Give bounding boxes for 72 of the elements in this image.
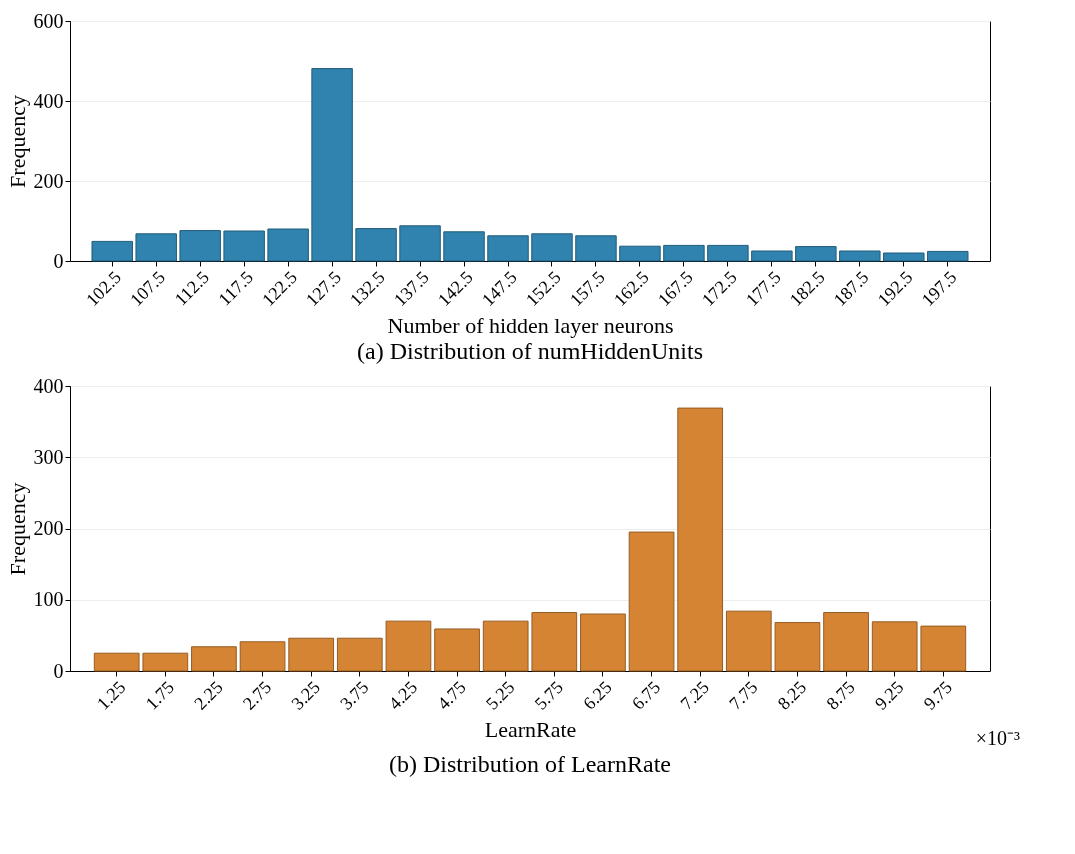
y-tick-label: 400 (33, 374, 64, 397)
bar (93, 652, 140, 672)
bar (288, 637, 335, 672)
bar (871, 621, 918, 672)
x-tick-label: 2.75 (238, 677, 276, 714)
bar (725, 610, 772, 672)
x-tick-label: 8.25 (773, 677, 811, 714)
bar (91, 240, 133, 262)
text: (b) Distribution of LearnRate (389, 751, 671, 777)
bar (883, 252, 925, 262)
bar (677, 407, 724, 672)
y-tick-label: 300 (33, 445, 64, 468)
bar (385, 620, 432, 672)
text: (a) Distribution of numHiddenUnits (357, 338, 703, 365)
bar (774, 622, 821, 672)
y-tick-label: 0 (53, 659, 64, 682)
bar (795, 246, 837, 262)
bar (487, 235, 529, 262)
x-tick-label: 6.75 (627, 677, 665, 714)
y-tick-label: 100 (33, 588, 64, 611)
bar (751, 250, 793, 262)
x-tick-label: 5.75 (530, 677, 568, 714)
x-tick-label: 3.25 (287, 677, 324, 714)
x-tick-label: 1.75 (141, 677, 179, 714)
x-tick-label: 4.25 (384, 677, 422, 714)
bar (920, 625, 967, 672)
x-tick-label: 6.25 (579, 677, 616, 714)
x-tick-label: 5.25 (482, 677, 519, 714)
bar (663, 244, 705, 262)
x-tick-label: 7.75 (725, 677, 762, 714)
bar (482, 620, 529, 672)
bar (531, 612, 578, 672)
text: ×10⁻³ (975, 727, 1020, 749)
x-tick-label: 9.25 (871, 677, 908, 714)
bar (191, 646, 237, 672)
bar (839, 250, 881, 262)
y-tick-label: 0 (53, 249, 64, 272)
bar (267, 228, 309, 262)
bar (179, 230, 221, 262)
bar (580, 613, 626, 672)
y-tick-label: 200 (33, 517, 64, 539)
bar (531, 233, 573, 262)
bar (434, 628, 480, 672)
x-axis-title: Number of hidden layer neurons (387, 312, 674, 338)
bar (142, 652, 189, 672)
y-tick-label: 400 (33, 89, 64, 112)
bar (927, 250, 969, 262)
bar (399, 225, 441, 262)
y-axis-title: Frequency (4, 482, 30, 576)
bar (311, 68, 353, 262)
bar (355, 228, 397, 262)
bar (707, 244, 749, 262)
bar (239, 641, 286, 672)
bar (135, 233, 177, 262)
bar (336, 637, 383, 672)
y-tick-label: 200 (33, 169, 64, 192)
x-tick-label: 2.25 (190, 677, 227, 714)
x-tick-label: 1.25 (92, 677, 130, 714)
bar (575, 235, 617, 262)
x-tick-label: 4.75 (433, 677, 470, 714)
x-tick-label: 3.75 (336, 677, 373, 714)
bar (223, 230, 265, 262)
x-tick-label: 9.75 (919, 677, 957, 714)
bar (823, 612, 869, 672)
y-tick-label: 600 (33, 9, 64, 32)
y-axis-title: Frequency (4, 95, 30, 188)
x-tick-label: 7.25 (676, 677, 713, 714)
x-axis-title: LearnRate (484, 716, 577, 742)
x-tick-label: 8.75 (822, 677, 859, 714)
bar (628, 531, 675, 672)
bar (619, 245, 661, 262)
bar (443, 231, 485, 262)
